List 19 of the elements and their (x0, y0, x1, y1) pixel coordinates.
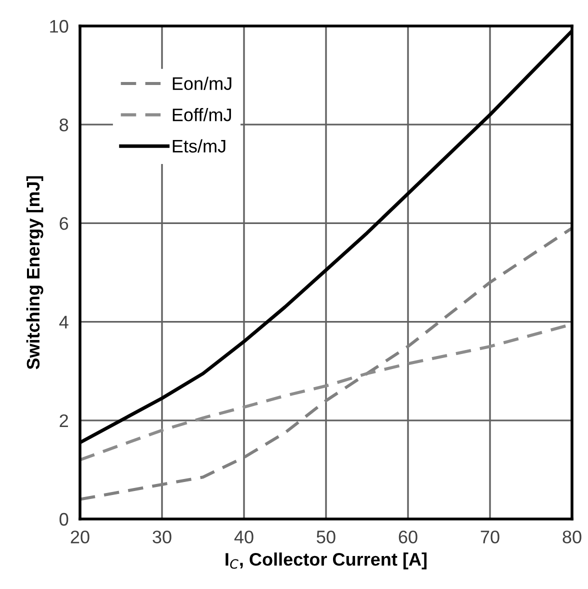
y-axis-title: Switching Energy [mJ] (26, 176, 44, 370)
x-tick-label: 70 (480, 530, 500, 544)
line-series (80, 226, 572, 501)
x-tick-label: 40 (234, 530, 254, 544)
x-tick-label: 80 (562, 530, 582, 544)
y-tick-label: 6 (60, 217, 68, 230)
x-tick-label: 30 (152, 530, 172, 544)
legend-label: Eon/mJ (172, 76, 232, 90)
y-tick-label: 10 (50, 20, 68, 33)
x-tick-label: 50 (316, 530, 336, 544)
x-axis-title: I$_{C}$, Collector Current [A] (226, 552, 427, 570)
y-tick-label: 2 (60, 414, 68, 427)
legend-label: Eoff/mJ (172, 108, 231, 122)
y-tick-label: 0 (60, 512, 68, 526)
y-tick-label: 8 (60, 118, 68, 132)
x-tick-label: 20 (70, 530, 90, 544)
legend-label: Ets/mJ (172, 139, 226, 153)
y-tick-label: 4 (59, 316, 68, 328)
x-tick-label: 60 (398, 530, 418, 544)
